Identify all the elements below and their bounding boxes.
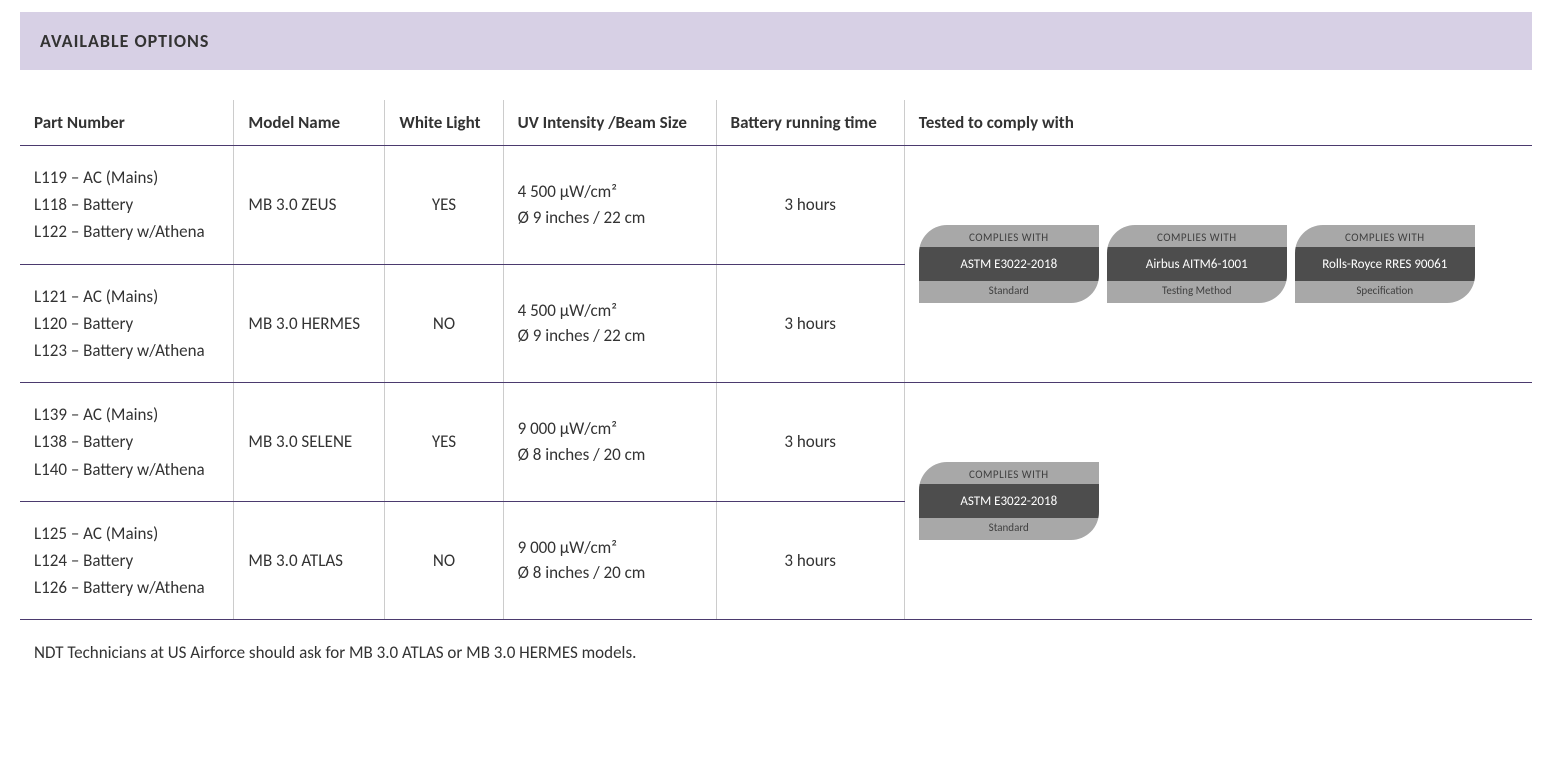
options-table: Part Number Model Name White Light UV In… — [20, 100, 1532, 620]
uv-intensity: 4 500 μW/cm² — [518, 298, 702, 324]
uv-beam: Ø 9 inches / 22 cm — [518, 205, 702, 231]
col-part-number: Part Number — [20, 100, 234, 146]
badge-mid: Rolls-Royce RRES 90061 — [1295, 247, 1475, 281]
uv-beam: Ø 8 inches / 20 cm — [518, 560, 702, 586]
badge-mid: ASTM E3022-2018 — [919, 247, 1099, 281]
cell-white-light: YES — [385, 146, 503, 265]
cell-white-light: NO — [385, 501, 503, 620]
header-title: AVAILABLE OPTIONS — [40, 30, 1512, 52]
table-row: L119 – AC (Mains) L118 – Battery L122 – … — [20, 146, 1532, 265]
badge-bot: Specification — [1295, 281, 1475, 303]
badge-bot: Standard — [919, 518, 1099, 540]
cell-part-number: L125 – AC (Mains) L124 – Battery L126 – … — [20, 501, 234, 620]
badge-mid: Airbus AITM6-1001 — [1107, 247, 1287, 281]
part-line: L123 – Battery w/Athena — [34, 337, 219, 364]
cell-model-name: MB 3.0 HERMES — [234, 264, 385, 383]
table-header-row: Part Number Model Name White Light UV In… — [20, 100, 1532, 146]
part-line: L120 – Battery — [34, 310, 219, 337]
col-battery: Battery running time — [716, 100, 904, 146]
compliance-badge: COMPLIES WITH Rolls-Royce RRES 90061 Spe… — [1295, 225, 1475, 303]
cell-battery: 3 hours — [716, 501, 904, 620]
part-line: L139 – AC (Mains) — [34, 401, 219, 428]
uv-intensity: 9 000 μW/cm² — [518, 416, 702, 442]
cell-white-light: NO — [385, 264, 503, 383]
compliance-badge: COMPLIES WITH ASTM E3022-2018 Standard — [919, 225, 1099, 303]
badge-bot: Testing Method — [1107, 281, 1287, 303]
part-line: L121 – AC (Mains) — [34, 283, 219, 310]
part-line: L118 – Battery — [34, 191, 219, 218]
cell-battery: 3 hours — [716, 264, 904, 383]
col-tested: Tested to comply with — [904, 100, 1532, 146]
uv-intensity: 4 500 μW/cm² — [518, 179, 702, 205]
badge-bot: Standard — [919, 281, 1099, 303]
compliance-badge: COMPLIES WITH ASTM E3022-2018 Standard — [919, 462, 1099, 540]
col-uv-intensity: UV Intensity /Beam Size — [503, 100, 716, 146]
footnote: NDT Technicians at US Airforce should as… — [20, 642, 1532, 663]
badge-top: COMPLIES WITH — [919, 462, 1099, 484]
cell-compliance-group2: COMPLIES WITH ASTM E3022-2018 Standard — [904, 383, 1532, 620]
cell-uv: 9 000 μW/cm² Ø 8 inches / 20 cm — [503, 383, 716, 502]
cell-uv: 4 500 μW/cm² Ø 9 inches / 22 cm — [503, 264, 716, 383]
part-line: L119 – AC (Mains) — [34, 164, 219, 191]
badge-top: COMPLIES WITH — [1295, 225, 1475, 247]
cell-part-number: L119 – AC (Mains) L118 – Battery L122 – … — [20, 146, 234, 265]
uv-intensity: 9 000 μW/cm² — [518, 535, 702, 561]
cell-uv: 4 500 μW/cm² Ø 9 inches / 22 cm — [503, 146, 716, 265]
badge-top: COMPLIES WITH — [1107, 225, 1287, 247]
cell-uv: 9 000 μW/cm² Ø 8 inches / 20 cm — [503, 501, 716, 620]
part-line: L124 – Battery — [34, 547, 219, 574]
badge-top: COMPLIES WITH — [919, 225, 1099, 247]
cell-model-name: MB 3.0 ATLAS — [234, 501, 385, 620]
part-line: L138 – Battery — [34, 428, 219, 455]
cell-white-light: YES — [385, 383, 503, 502]
cell-part-number: L139 – AC (Mains) L138 – Battery L140 – … — [20, 383, 234, 502]
table-row: L139 – AC (Mains) L138 – Battery L140 – … — [20, 383, 1532, 502]
cell-model-name: MB 3.0 SELENE — [234, 383, 385, 502]
uv-beam: Ø 9 inches / 22 cm — [518, 323, 702, 349]
col-white-light: White Light — [385, 100, 503, 146]
part-line: L126 – Battery w/Athena — [34, 574, 219, 601]
badge-mid: ASTM E3022-2018 — [919, 484, 1099, 518]
cell-model-name: MB 3.0 ZEUS — [234, 146, 385, 265]
cell-part-number: L121 – AC (Mains) L120 – Battery L123 – … — [20, 264, 234, 383]
cell-compliance-group1: COMPLIES WITH ASTM E3022-2018 Standard C… — [904, 146, 1532, 383]
cell-battery: 3 hours — [716, 146, 904, 265]
header-bar: AVAILABLE OPTIONS — [20, 12, 1532, 70]
cell-battery: 3 hours — [716, 383, 904, 502]
compliance-badge: COMPLIES WITH Airbus AITM6-1001 Testing … — [1107, 225, 1287, 303]
part-line: L122 – Battery w/Athena — [34, 218, 219, 245]
uv-beam: Ø 8 inches / 20 cm — [518, 442, 702, 468]
part-line: L140 – Battery w/Athena — [34, 456, 219, 483]
part-line: L125 – AC (Mains) — [34, 520, 219, 547]
col-model-name: Model Name — [234, 100, 385, 146]
